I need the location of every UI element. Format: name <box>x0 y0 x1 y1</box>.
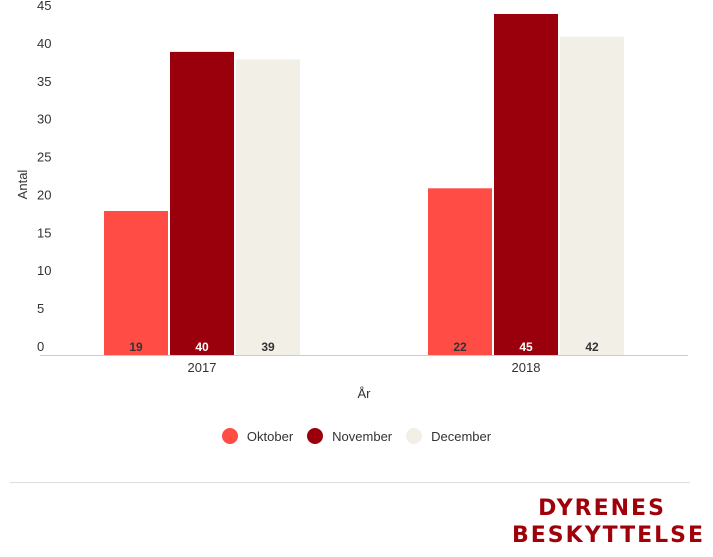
bar-november-2018 <box>494 14 558 355</box>
brand-logo: DYRENES BESKYTTELSE <box>512 495 706 549</box>
bar-december-2017 <box>236 59 300 355</box>
data-label: 19 <box>129 340 143 354</box>
legend-item-december[interactable]: December <box>406 428 491 444</box>
y-tick-label: 5 <box>37 301 44 316</box>
data-label: 22 <box>453 340 467 354</box>
bar-oktober-2017 <box>104 211 168 355</box>
y-tick-label: 20 <box>37 187 51 202</box>
y-axis-title: Antal <box>15 170 30 200</box>
bar-chart: 0 5 10 15 20 25 30 35 40 45 Antal 19 40 39 2017 22 45 42 2… <box>15 0 688 401</box>
legend-label: Oktober <box>246 428 294 444</box>
legend-item-november[interactable]: November <box>307 428 392 444</box>
y-tick-label: 0 <box>37 339 44 354</box>
data-label: 39 <box>261 340 275 354</box>
legend-swatch <box>221 428 238 444</box>
x-tick-label: 2018 <box>512 360 541 375</box>
bar-november-2017 <box>170 51 234 356</box>
legend-swatch <box>307 428 324 444</box>
divider <box>10 482 690 483</box>
y-tick-label: 35 <box>37 74 51 89</box>
legend: Oktober November December <box>0 428 713 444</box>
x-axis-title: År <box>358 386 372 401</box>
y-tick-label: 30 <box>37 112 51 127</box>
y-tick-label: 40 <box>37 36 51 51</box>
logo-line-1: DYRENES <box>538 496 666 521</box>
data-label: 45 <box>519 340 533 354</box>
logo-line-2: BESKYTTELSE <box>512 523 706 548</box>
legend-swatch <box>406 428 423 444</box>
data-label: 40 <box>195 340 209 354</box>
legend-label: November <box>332 428 393 444</box>
legend-item-oktober[interactable]: Oktober <box>221 428 294 444</box>
bar-oktober-2018 <box>428 188 492 355</box>
legend-label: December <box>431 428 492 444</box>
bar-december-2018 <box>560 36 624 355</box>
x-tick-label: 2017 <box>188 360 217 375</box>
y-tick-label: 10 <box>37 263 51 278</box>
y-tick-label: 15 <box>37 225 51 240</box>
y-tick-label: 45 <box>37 0 51 13</box>
y-tick-label: 25 <box>37 150 51 165</box>
data-label: 42 <box>585 340 599 354</box>
